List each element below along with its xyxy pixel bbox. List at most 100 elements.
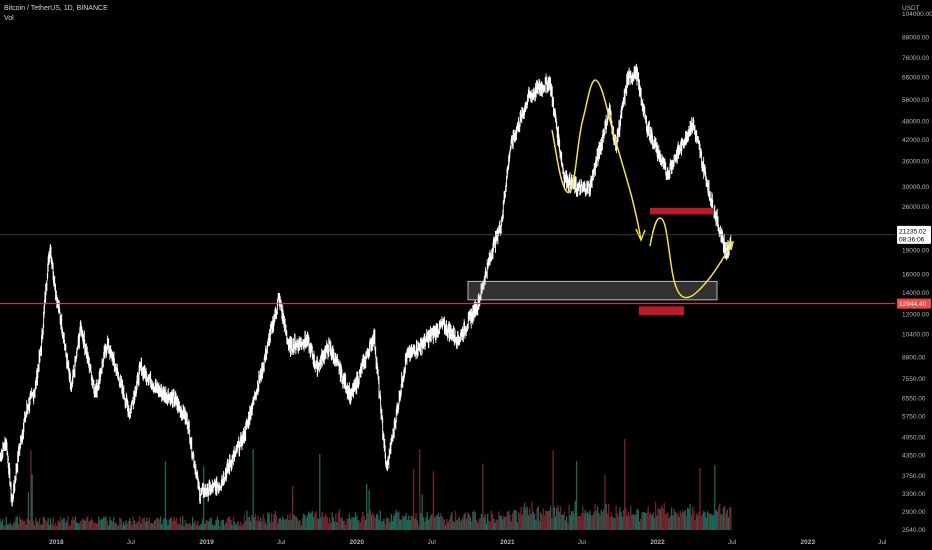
volume-bar — [272, 522, 274, 530]
volume-bar — [453, 521, 455, 530]
volume-bar — [83, 519, 85, 530]
volume-bar — [46, 521, 48, 530]
volume-bar — [385, 517, 388, 530]
volume-bar — [72, 516, 74, 530]
projection-arrowhead — [724, 241, 734, 251]
symbol-title[interactable]: Bitcoin / TetherUS, 1D, BINANCE — [4, 5, 108, 12]
volume-bar — [483, 517, 485, 530]
volume-bar — [233, 521, 236, 530]
volume-bar — [100, 518, 102, 530]
volume-bar — [261, 521, 263, 530]
volume-bar — [129, 518, 131, 530]
projection-annotation — [649, 217, 734, 299]
volume-bar — [247, 517, 249, 530]
volume-bar — [99, 520, 101, 530]
volume-bar — [432, 471, 435, 530]
volume-bar — [446, 518, 448, 530]
volume-bar — [554, 516, 557, 530]
volume-bar — [124, 524, 126, 530]
volume-bar — [404, 516, 406, 530]
volume-bar — [6, 524, 9, 530]
volume-bar — [61, 520, 63, 530]
volume-bar — [409, 520, 411, 530]
volume-bar — [206, 520, 209, 530]
volume-bar — [662, 508, 664, 530]
volume-bar — [458, 516, 460, 530]
volume-bar — [625, 507, 627, 530]
volume-bar — [551, 518, 553, 530]
volume-bar — [506, 511, 509, 530]
drawing-annotations[interactable] — [0, 79, 895, 316]
volume-bar — [20, 519, 22, 530]
volume-bar — [104, 517, 106, 530]
volume-bar — [363, 515, 365, 530]
volume-bar — [379, 510, 381, 530]
volume-bar — [279, 517, 281, 530]
volume-bar — [85, 517, 88, 530]
volume-bar — [42, 517, 44, 530]
volume-bar — [204, 523, 206, 530]
volume-bar — [170, 516, 173, 530]
volume-bar — [683, 512, 685, 530]
volume-bar — [700, 516, 702, 530]
volume-bar — [608, 503, 610, 530]
price-tick-label: 26000.00 — [902, 204, 929, 211]
countdown-value: 08:36:06 — [899, 236, 925, 243]
price-tick-label: 6550.00 — [902, 396, 926, 403]
volume-indicator-label[interactable]: Vol — [4, 15, 14, 22]
volume-bar — [437, 513, 439, 530]
volume-bar — [730, 507, 732, 530]
volume-bar — [370, 514, 373, 530]
volume-bar — [498, 511, 500, 530]
price-tick-label: 7550.00 — [902, 376, 926, 383]
volume-bars — [0, 438, 732, 530]
volume-bar — [377, 515, 379, 530]
volume-bar — [495, 519, 497, 530]
volume-bar — [368, 490, 370, 530]
volume-bar — [225, 522, 227, 530]
volume-bar — [372, 512, 374, 530]
volume-bar — [248, 516, 251, 530]
volume-bar — [105, 516, 107, 530]
volume-bar — [321, 511, 323, 530]
price-tick-label: 5750.00 — [902, 414, 926, 421]
volume-bar — [542, 508, 544, 530]
volume-bar — [109, 516, 111, 530]
volume-bar — [626, 515, 628, 530]
volume-bar — [533, 513, 536, 530]
volume-bar — [151, 523, 153, 530]
volume-bar — [559, 506, 562, 530]
volume-bar — [152, 523, 154, 530]
volume-bar — [517, 512, 520, 530]
volume-bar — [48, 524, 51, 530]
volume-bar — [221, 519, 223, 530]
price-tick-label: 42000.00 — [902, 137, 929, 144]
volume-bar — [158, 519, 160, 530]
volume-bar — [180, 525, 183, 530]
volume-bar — [691, 506, 694, 530]
volume-bar — [121, 524, 123, 530]
volume-bar — [408, 515, 410, 530]
volume-bar — [493, 518, 495, 530]
volume-bar — [616, 513, 618, 530]
volume-bar — [179, 516, 181, 530]
volume-bar — [251, 515, 253, 530]
volume-bar — [564, 520, 567, 530]
volume-bar — [569, 515, 572, 530]
volume-bar — [79, 520, 81, 530]
volume-bar — [26, 518, 28, 530]
volume-bar — [5, 516, 7, 530]
volume-bar — [342, 520, 344, 530]
volume-bar — [707, 512, 710, 530]
volume-bar — [667, 512, 669, 530]
volume-bar — [278, 518, 280, 530]
volume-bar — [494, 522, 496, 530]
volume-bar — [130, 520, 132, 530]
volume-bar — [501, 518, 504, 530]
axes[interactable]: 104000.00 88000.00 76000.00 66000.00 56000.0… — [0, 5, 932, 546]
wave-arrowhead — [635, 228, 646, 242]
volume-bar — [448, 519, 451, 530]
volume-bar — [280, 520, 283, 530]
